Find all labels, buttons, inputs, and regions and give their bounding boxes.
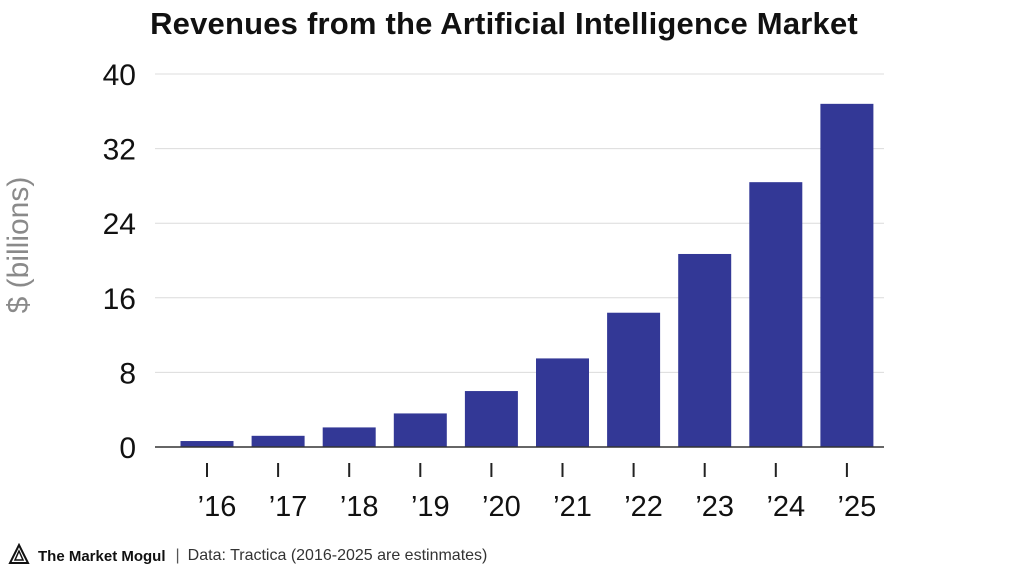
x-tick-labels: ’16 ’17 ’18 ’19 ’20 ’21 ’22 ’23 ’24 ’25: [198, 491, 877, 523]
x-tick-label: ’25: [838, 491, 877, 523]
bar: [464, 391, 518, 447]
y-tick-label: 32: [103, 134, 136, 167]
y-tick-label: 0: [119, 432, 136, 465]
y-tick-label: 16: [103, 283, 136, 316]
x-tick-marks: [206, 463, 848, 477]
bar: [322, 427, 376, 447]
bar: [536, 358, 589, 447]
y-axis-label: $ (billions): [2, 177, 35, 314]
y-tick-label: 24: [103, 208, 136, 241]
footer: The Market Mogul | Data: Tractica (2016-…: [8, 542, 487, 570]
bar: [393, 413, 447, 447]
bar: [749, 182, 803, 448]
y-tick-label: 40: [103, 59, 136, 92]
x-tick-label: ’20: [482, 491, 521, 523]
bar: [180, 441, 234, 447]
x-tick-label: ’16: [198, 491, 237, 523]
x-tick-label: ’21: [553, 491, 592, 523]
x-tick-label: ’23: [695, 491, 734, 523]
bar: [820, 103, 874, 447]
x-tick-label: ’22: [624, 491, 663, 523]
y-tick-labels: 0 8 16 24 32 40: [103, 59, 136, 465]
footer-separator: |: [175, 547, 180, 564]
bar: [251, 435, 305, 447]
x-tick-label: ’18: [340, 491, 379, 523]
mogul-logo-icon: [8, 542, 30, 570]
bar: [678, 253, 732, 447]
bars: [180, 103, 874, 448]
data-source: Data: Tractica (2016-2025 are estinmates…: [187, 547, 488, 564]
bar: [607, 312, 661, 447]
chart-title: Revenues from the Artificial Intelligenc…: [150, 6, 858, 41]
x-tick-label: ’24: [766, 491, 805, 523]
x-tick-label: ’19: [411, 491, 450, 523]
x-tick-label: ’17: [269, 491, 308, 523]
brand-name: The Market Mogul: [38, 547, 166, 565]
y-tick-label: 8: [119, 357, 136, 390]
